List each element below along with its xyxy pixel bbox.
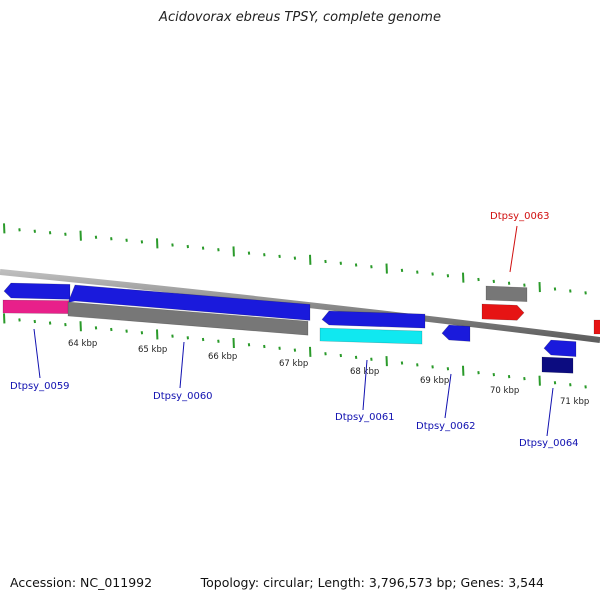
kbp-label: 69 kbp [420, 376, 449, 386]
kbp-label: 70 kbp [490, 386, 519, 396]
gene-label[interactable]: Dtpsy_0063 [490, 211, 550, 222]
gene-label-leader [444, 373, 452, 419]
kbp-label: 66 kbp [208, 352, 237, 362]
gene-label[interactable]: Dtpsy_0060 [153, 391, 213, 402]
gene-label-leader [546, 387, 554, 437]
gene-feature [67, 284, 311, 321]
gene-label[interactable]: Dtpsy_0061 [335, 412, 395, 423]
gene-feature [441, 324, 471, 342]
gene-feature [321, 310, 426, 329]
map-title: Acidovorax ebreus TPSY, complete genome [159, 10, 441, 25]
gene-feature [67, 301, 309, 336]
gene-feature [2, 299, 70, 314]
gene-label-leader [362, 359, 368, 411]
outer-tick-ring [3, 223, 587, 295]
accession-text: Accession: NC_011992 [10, 575, 153, 590]
gene-label[interactable]: Dtpsy_0062 [416, 421, 476, 432]
gene-label[interactable]: Dtpsy_0059 [10, 381, 70, 392]
gene-feature [3, 282, 71, 300]
gene-feature [541, 356, 574, 374]
kbp-label: 68 kbp [350, 367, 379, 377]
kbp-labels: 64 kbp 65 kbp 66 kbp 67 kbp 68 kbp 69 kbp 70 k… [68, 339, 589, 407]
gene-features [2, 282, 600, 374]
gene-label-leader [509, 225, 518, 273]
gene-feature [319, 327, 423, 345]
gene-feature [481, 303, 525, 321]
genome-summary: Topology: circular; Length: 3,796,573 bp… [200, 575, 544, 590]
gene-label-leader [33, 328, 41, 379]
kbp-label: 67 kbp [279, 359, 308, 369]
gene-label-leader [179, 341, 185, 389]
gene-label[interactable]: Dtpsy_0064 [519, 438, 579, 449]
kbp-label: 71 kbp [560, 397, 589, 407]
kbp-label: 65 kbp [138, 345, 167, 355]
inner-tick-ring [3, 313, 587, 389]
kbp-label: 64 kbp [68, 339, 97, 349]
gene-feature [485, 285, 528, 302]
gene-labels: Dtpsy_0059 Dtpsy_0060 Dtpsy_0061 Dtpsy_0062… [10, 211, 579, 449]
gene-feature [543, 339, 577, 357]
gene-feature [593, 319, 600, 335]
